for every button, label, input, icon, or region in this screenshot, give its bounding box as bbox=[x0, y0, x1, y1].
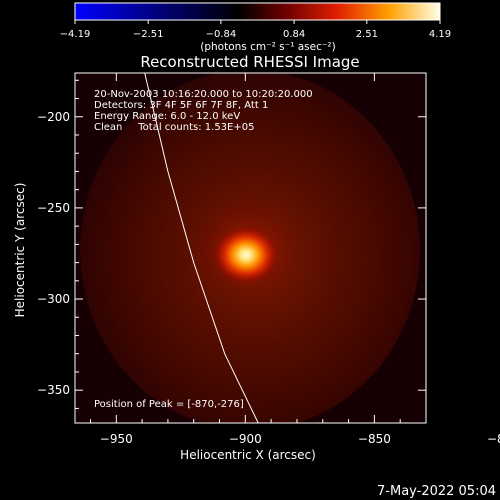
x-tick-label: −900 bbox=[229, 432, 262, 446]
x-axis-ticks: −950 −900 −850 −800 bbox=[89, 73, 500, 446]
peak-position-label: Position of Peak = [-870,-276] bbox=[94, 399, 244, 410]
annotation-detectors: Detectors: 3F 4F 5F 6F 7F 8F, Att 1 bbox=[94, 100, 268, 111]
y-tick-label: −200 bbox=[37, 110, 70, 124]
colorbar-tick-label: −4.19 bbox=[60, 29, 91, 40]
y-tick-label: −350 bbox=[37, 383, 70, 397]
y-axis-label: Heliocentric Y (arcsec) bbox=[13, 183, 27, 318]
annotations: 20-Nov-2003 10:16:20.000 to 10:20:20.000… bbox=[94, 89, 313, 410]
colorbar-tick-label: 0.84 bbox=[283, 29, 305, 40]
annotation-time: 20-Nov-2003 10:16:20.000 to 10:20:20.000 bbox=[94, 89, 313, 100]
colorbar-tick-label: 4.19 bbox=[429, 29, 451, 40]
colorbar-tick-label: 2.51 bbox=[356, 29, 378, 40]
colorbar: −4.19 −2.51 −0.84 0.84 2.51 4.19 (photons cm⁻… bbox=[60, 2, 451, 53]
colorbar-tick-label: −2.51 bbox=[133, 29, 164, 40]
solar-limb-line bbox=[144, 73, 259, 423]
annotation-clean: Clean Total counts: 1.53E+05 bbox=[94, 122, 254, 133]
footer-timestamp: 7-May-2022 05:04 bbox=[377, 484, 496, 499]
x-tick-label: −800 bbox=[487, 432, 500, 446]
colorbar-units-label: (photons cm⁻² s⁻¹ asec⁻²) bbox=[200, 41, 335, 53]
colorbar-ticks: −4.19 −2.51 −0.84 0.84 2.51 4.19 bbox=[60, 20, 451, 40]
annotation-energy: Energy Range: 6.0 - 12.0 keV bbox=[94, 111, 240, 122]
y-axis-ticks: −200 −250 −300 −350 bbox=[37, 79, 426, 409]
y-tick-label: −250 bbox=[37, 201, 70, 215]
x-axis-label: Heliocentric X (arcsec) bbox=[180, 448, 316, 462]
chart-title: Reconstructed RHESSI Image bbox=[140, 53, 359, 71]
x-tick-label: −850 bbox=[358, 432, 391, 446]
y-tick-label: −300 bbox=[37, 292, 70, 306]
colorbar-tick-label: −0.84 bbox=[206, 29, 237, 40]
x-tick-label: −950 bbox=[100, 432, 133, 446]
plot-frame bbox=[74, 72, 427, 424]
colorbar-gradient bbox=[74, 2, 441, 21]
image-area bbox=[75, 73, 426, 423]
emission-peak bbox=[212, 225, 280, 285]
